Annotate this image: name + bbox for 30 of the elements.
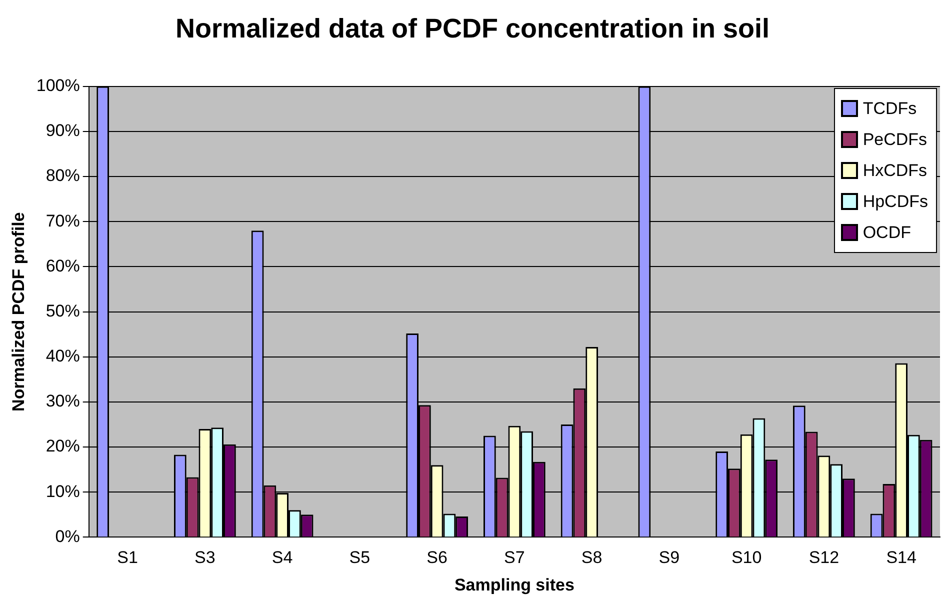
- x-tick-label: S6: [426, 548, 448, 568]
- y-tick-label: 90%: [46, 121, 80, 140]
- x-tick-label: S10: [731, 548, 762, 568]
- chart-title: Normalized data of PCDF concentration in soil: [175, 14, 770, 44]
- x-tick-label: S12: [808, 548, 840, 568]
- x-tick-label: S7: [504, 548, 525, 568]
- y-tick-label: 0%: [55, 526, 80, 546]
- y-tick-label: 10%: [46, 482, 80, 501]
- y-tick-label: 70%: [46, 211, 80, 230]
- y-tick-label: 100%: [36, 76, 80, 96]
- y-tick-label: 20%: [46, 436, 80, 456]
- legend-label: HxCDFs: [862, 160, 928, 180]
- x-tick-label: S4: [272, 548, 293, 568]
- x-tick-label: S5: [349, 548, 370, 568]
- legend-label: OCDF: [862, 222, 911, 242]
- x-tick-label: S14: [886, 548, 916, 568]
- y-tick-label: 80%: [46, 166, 80, 186]
- x-tick-label: S8: [581, 548, 602, 568]
- y-tick-label: 30%: [46, 392, 80, 411]
- y-axis-title: Normalized PCDF profile: [8, 212, 28, 412]
- legend-label: TCDFs: [862, 98, 917, 118]
- y-tick-label: 50%: [46, 301, 80, 320]
- x-tick-label: S9: [658, 548, 680, 568]
- y-tick-label: 40%: [46, 346, 80, 366]
- legend-label: HpCDFs: [862, 192, 928, 212]
- x-axis-title: Sampling sites: [454, 575, 574, 594]
- y-tick-label: 60%: [46, 256, 80, 276]
- legend-label: PeCDFs: [862, 130, 928, 150]
- x-tick-label: S1: [117, 548, 138, 568]
- x-tick-label: S3: [194, 548, 216, 568]
